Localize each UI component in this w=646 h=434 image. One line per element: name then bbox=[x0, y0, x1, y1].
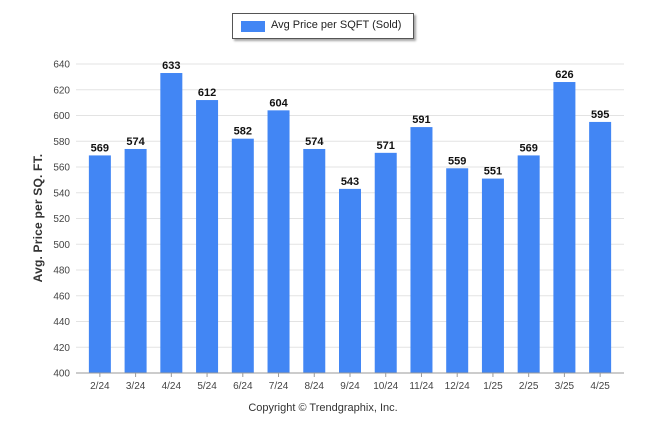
bars bbox=[88, 73, 612, 374]
bar-5/24 bbox=[196, 100, 219, 374]
legend-swatch bbox=[241, 21, 265, 32]
copyright-text: Copyright © Trendgraphix, Inc. bbox=[248, 402, 398, 414]
bar-11/24 bbox=[410, 127, 433, 374]
bar-3/24 bbox=[124, 148, 147, 373]
x-tick-label: 12/24 bbox=[445, 381, 470, 392]
bar-4/25 bbox=[589, 121, 612, 373]
x-tick-label: 4/25 bbox=[590, 381, 610, 392]
y-tick-labels: 400 420 440 460 480 500 520 540 560 580 600 620 640 bbox=[53, 60, 70, 380]
data-label: 612 bbox=[198, 87, 216, 99]
bar-6/24 bbox=[231, 138, 254, 373]
y-tick-label: 400 bbox=[53, 369, 70, 380]
data-label: 551 bbox=[484, 166, 502, 178]
legend: Avg Price per SQFT (Sold) bbox=[232, 13, 414, 39]
y-tick-label: 640 bbox=[53, 60, 70, 71]
x-tick-label: 7/24 bbox=[269, 381, 289, 392]
x-tick-label: 11/24 bbox=[409, 381, 434, 392]
x-tick-label: 10/24 bbox=[373, 381, 398, 392]
bar-3/25 bbox=[553, 82, 576, 374]
y-tick-label: 460 bbox=[53, 291, 70, 302]
y-tick-label: 420 bbox=[53, 343, 70, 354]
bar-7/24 bbox=[267, 110, 290, 373]
data-label: 574 bbox=[305, 136, 324, 148]
bar-2/25 bbox=[517, 155, 540, 373]
x-tick-labels: 2/24 3/24 4/24 5/24 6/24 7/24 8/24 9/24 10/24 11/… bbox=[90, 373, 610, 392]
y-tick-label: 520 bbox=[53, 214, 70, 225]
bar-1/25 bbox=[481, 178, 504, 373]
bar-12/24 bbox=[446, 168, 469, 373]
bar-9/24 bbox=[339, 188, 361, 373]
bar-4/24 bbox=[160, 73, 183, 373]
y-axis-label: Avg. Price per SQ. FT. bbox=[31, 153, 45, 283]
x-tick-label: 9/24 bbox=[340, 381, 360, 392]
data-label: 543 bbox=[341, 176, 359, 188]
x-tick-label: 5/24 bbox=[197, 381, 217, 392]
y-tick-label: 440 bbox=[53, 317, 70, 328]
y-tick-label: 560 bbox=[53, 163, 70, 174]
legend-label: Avg Price per SQFT (Sold) bbox=[271, 19, 402, 31]
data-label: 626 bbox=[555, 69, 573, 81]
data-label: 574 bbox=[126, 136, 145, 148]
data-label: 569 bbox=[91, 142, 109, 154]
y-tick-label: 540 bbox=[53, 188, 70, 199]
y-tick-label: 620 bbox=[53, 85, 70, 96]
data-label: 604 bbox=[269, 97, 288, 109]
data-label: 569 bbox=[519, 142, 537, 154]
x-tick-label: 6/24 bbox=[233, 381, 253, 392]
x-tick-label: 3/25 bbox=[555, 381, 575, 392]
data-label: 591 bbox=[412, 114, 430, 126]
data-label: 582 bbox=[234, 126, 252, 138]
data-labels: 569 574 633 612 582 604 574 543 571 591 559 551 569 6… bbox=[91, 60, 610, 188]
data-label: 633 bbox=[162, 60, 180, 72]
bar-10/24 bbox=[374, 152, 397, 373]
bar-8/24 bbox=[303, 148, 326, 373]
y-tick-label: 480 bbox=[53, 266, 70, 277]
data-label: 595 bbox=[591, 109, 609, 121]
x-tick-label: 2/25 bbox=[519, 381, 539, 392]
x-tick-label: 4/24 bbox=[162, 381, 182, 392]
x-tick-label: 2/24 bbox=[90, 381, 110, 392]
data-label: 559 bbox=[448, 155, 466, 167]
y-tick-label: 500 bbox=[53, 240, 70, 251]
y-tick-label: 600 bbox=[53, 111, 70, 122]
x-tick-label: 1/25 bbox=[483, 381, 503, 392]
data-label: 571 bbox=[377, 140, 395, 152]
y-tick-label: 580 bbox=[53, 137, 70, 148]
x-tick-label: 8/24 bbox=[305, 381, 325, 392]
bar-2/24 bbox=[88, 155, 111, 373]
x-tick-label: 3/24 bbox=[126, 381, 146, 392]
